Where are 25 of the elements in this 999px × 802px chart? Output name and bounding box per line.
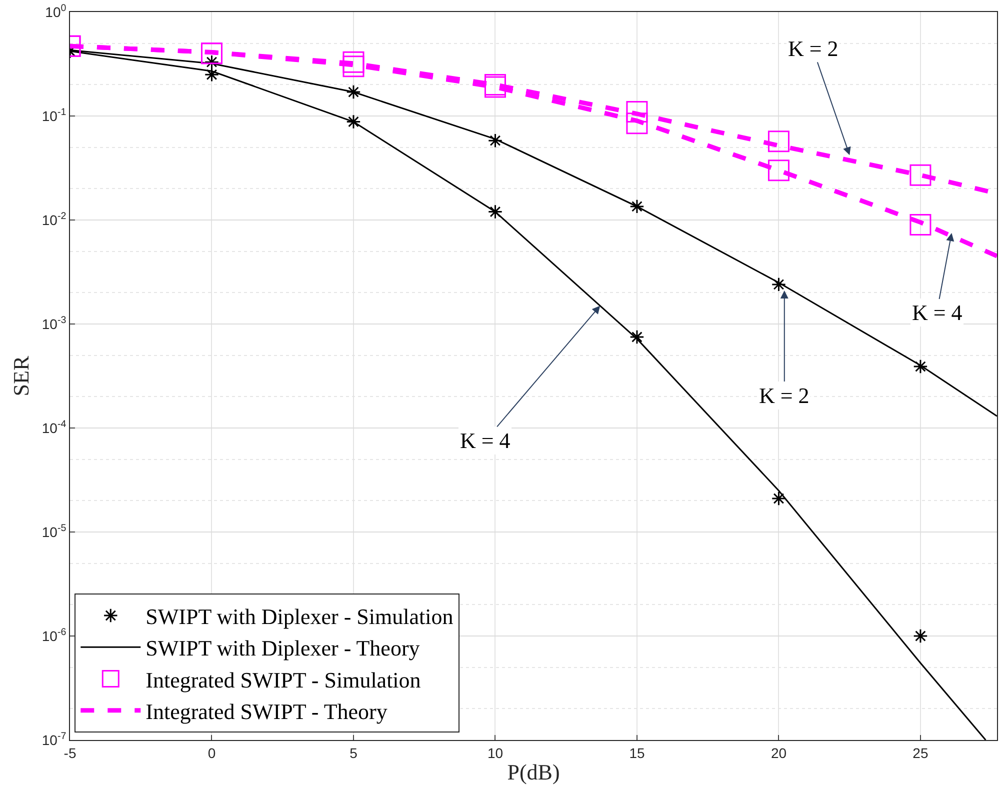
legend-label: Integrated SWIPT - Theory — [146, 698, 388, 724]
y-tick-label: 10$^{-1}$ — [42, 107, 66, 124]
annotation: K = 2 — [759, 383, 810, 408]
y-tick-label: 10$^{-2}$ — [42, 211, 66, 228]
x-tick-label: 5 — [350, 744, 358, 761]
y-tick-label: 10$^{-3}$ — [42, 315, 67, 332]
x-axis-title: P(dB) — [507, 760, 560, 785]
x-tick-label: 20 — [770, 744, 787, 761]
legend-label: SWIPT with Diplexer - Simulation — [146, 604, 454, 630]
x-tick-label: 15 — [629, 744, 645, 761]
legend-label: Integrated SWIPT - Simulation — [146, 667, 421, 692]
x-tick-label: 25 — [912, 744, 928, 761]
y-axis-title: SER — [8, 356, 34, 396]
y-tick-label: 10$^{-5}$ — [42, 523, 67, 540]
y-tick-label: 10$^{-6}$ — [42, 627, 67, 644]
annotation: K = 4 — [460, 428, 510, 453]
annotation: K = 4 — [912, 300, 962, 325]
legend-label: SWIPT with Diplexer - Theory — [146, 636, 420, 661]
x-tick-label: 0 — [208, 744, 216, 761]
x-tick-label: -5 — [64, 744, 76, 761]
y-tick-label: 10$^{-7}$ — [42, 731, 66, 748]
x-tick-label: 10 — [487, 744, 504, 761]
y-tick-label: 10$^{-4}$ — [42, 419, 67, 436]
y-tick-label: 10$^{0}$ — [45, 3, 67, 20]
annotation: K = 2 — [788, 36, 838, 61]
